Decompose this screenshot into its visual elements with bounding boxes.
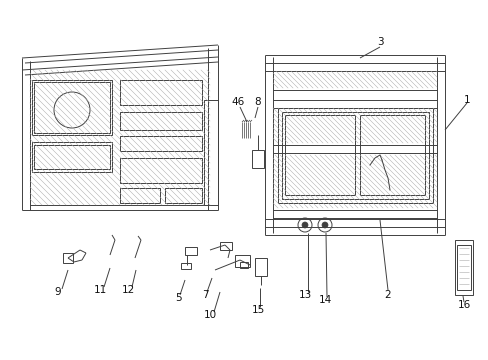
Bar bbox=[456, 245, 470, 290]
Bar bbox=[240, 262, 247, 268]
Bar bbox=[359, 115, 424, 195]
Bar bbox=[285, 115, 354, 195]
Bar bbox=[181, 263, 191, 269]
Bar bbox=[34, 82, 110, 133]
Text: 15: 15 bbox=[251, 305, 264, 315]
Text: 8: 8 bbox=[254, 97, 261, 107]
Text: 46: 46 bbox=[231, 97, 244, 107]
Bar bbox=[120, 188, 160, 203]
Bar bbox=[220, 242, 231, 250]
Bar bbox=[34, 145, 110, 169]
Bar bbox=[278, 108, 432, 203]
Text: 12: 12 bbox=[121, 285, 134, 295]
Bar bbox=[120, 80, 202, 105]
Bar bbox=[254, 258, 266, 276]
Circle shape bbox=[321, 222, 327, 228]
Bar bbox=[184, 247, 197, 255]
Bar bbox=[454, 240, 472, 295]
Bar bbox=[203, 100, 218, 205]
Circle shape bbox=[302, 222, 307, 228]
Bar bbox=[120, 158, 202, 183]
Text: 7: 7 bbox=[201, 290, 208, 300]
Text: 5: 5 bbox=[174, 293, 181, 303]
Bar bbox=[63, 253, 73, 263]
Text: 1: 1 bbox=[463, 95, 469, 105]
Bar bbox=[251, 150, 264, 168]
Text: 10: 10 bbox=[203, 310, 216, 320]
Text: 13: 13 bbox=[298, 290, 311, 300]
Bar bbox=[32, 142, 112, 172]
Bar bbox=[164, 188, 202, 203]
Text: 16: 16 bbox=[456, 300, 469, 310]
Bar bbox=[120, 136, 202, 151]
Bar bbox=[282, 112, 428, 199]
Text: 3: 3 bbox=[376, 37, 383, 47]
Bar bbox=[32, 80, 112, 135]
Text: 11: 11 bbox=[93, 285, 106, 295]
Text: 2: 2 bbox=[384, 290, 390, 300]
Bar bbox=[120, 112, 202, 130]
Bar bbox=[235, 255, 249, 267]
Text: 14: 14 bbox=[318, 295, 331, 305]
Text: 9: 9 bbox=[55, 287, 61, 297]
